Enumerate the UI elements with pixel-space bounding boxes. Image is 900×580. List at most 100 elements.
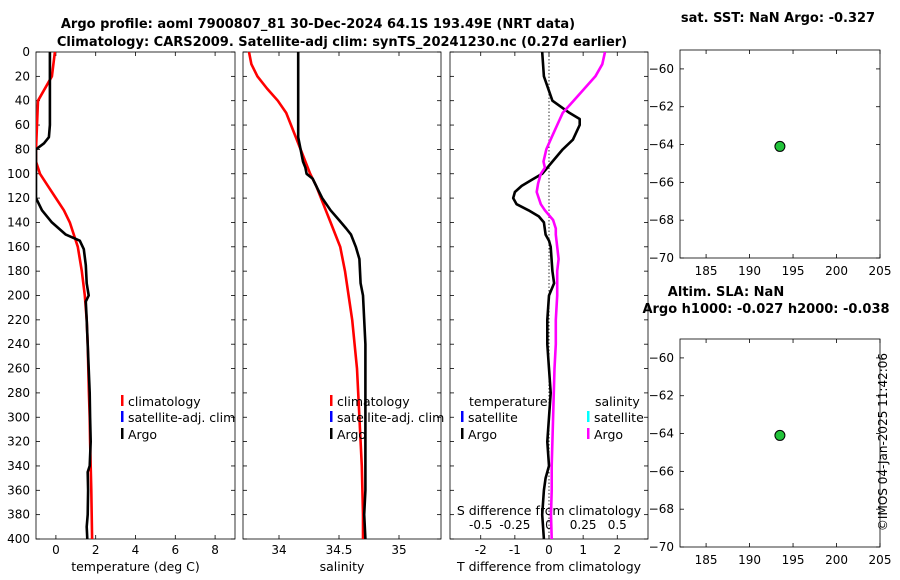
y-tick-label: 220	[7, 313, 30, 327]
map-x-tick-label: 195	[782, 553, 805, 567]
x2-tick-label: -0.5	[469, 518, 492, 532]
legend-salinity-satellite-swatch	[587, 411, 590, 422]
float-location-marker	[774, 429, 786, 441]
y-tick-label: 40	[15, 94, 30, 108]
map-x-tick-label: 190	[738, 553, 761, 567]
map-sla-title-line2: Argo h1000: -0.027 h2000: -0.038	[642, 302, 889, 317]
map-frame	[679, 49, 881, 259]
series-line-climatology	[36, 52, 94, 539]
legend-salinity-satellite: satellite	[594, 410, 644, 425]
panel-temperature: 0204060801001201401601802002202402602803…	[7, 45, 236, 574]
legend-satellite-adj-clim-swatch	[121, 411, 124, 422]
legend-satellite-adj-clim: satellite-adj. clim	[337, 410, 444, 425]
x2-tick-label: 0.25	[570, 518, 597, 532]
map-x-tick-label: 205	[869, 553, 892, 567]
x2-tick-label: 0	[545, 518, 553, 532]
legend-temperature-argo: Argo	[468, 427, 497, 442]
y-tick-label: 380	[7, 508, 30, 522]
map-y-tick-label: −68	[649, 213, 674, 227]
x-tick-label: 0	[52, 543, 60, 557]
y-tick-label: 400	[7, 532, 30, 546]
legend-argo-swatch	[121, 428, 124, 439]
y-tick-label: 100	[7, 167, 30, 181]
x-tick-label: -1	[509, 543, 521, 557]
map-y-tick-label: −64	[649, 427, 674, 441]
legend-salinity-argo: Argo	[594, 427, 623, 442]
x-axis-label: salinity	[320, 559, 365, 574]
x-tick-label: 0	[545, 543, 553, 557]
map-x-tick-label: 200	[825, 264, 848, 278]
series-line-argo	[36, 52, 92, 539]
x-tick-label: 2	[92, 543, 100, 557]
map-x-tick-label: 205	[869, 264, 892, 278]
y-tick-label: 200	[7, 289, 30, 303]
legend-argo: Argo	[337, 427, 366, 442]
y-tick-label: 360	[7, 483, 30, 497]
legend-satellite-adj-clim: satellite-adj. clim	[128, 410, 235, 425]
map-y-tick-label: −70	[649, 251, 674, 265]
x-axis-label: T difference from climatology	[456, 559, 642, 574]
map-frame	[679, 338, 881, 548]
map-x-tick-label: 190	[738, 264, 761, 278]
map-y-tick-label: −68	[649, 502, 674, 516]
x2-tick-label: -0.25	[499, 518, 530, 532]
y-tick-label: 260	[7, 362, 30, 376]
legend-climatology-swatch	[330, 395, 333, 406]
series-line-s-argo-clim	[535, 52, 607, 539]
x-axis-label: temperature (deg C)	[71, 559, 200, 574]
y-tick-label: 280	[7, 386, 30, 400]
x-tick-label: -2	[475, 543, 487, 557]
map-sla-title-line1: Altim. SLA: NaN	[668, 285, 784, 300]
legend-salinity-argo-swatch	[587, 428, 590, 439]
map-y-tick-label: −70	[649, 540, 674, 554]
series-line-climatology	[247, 52, 365, 539]
legend-climatology: climatology	[128, 394, 201, 409]
legend-salinity-title: salinity	[595, 394, 640, 409]
x-tick-label: 34.5	[326, 543, 353, 557]
y-tick-label: 0	[22, 45, 30, 59]
x-tick-label: 8	[211, 543, 219, 557]
y-tick-label: 160	[7, 240, 30, 254]
map-y-tick-label: −60	[649, 351, 674, 365]
float-location-marker	[774, 140, 786, 152]
panel-map_sla: −60 −62 −64 −66 −68 −70 185 190 195 200 205	[649, 338, 892, 567]
y-tick-label: 60	[15, 118, 30, 132]
map-y-tick-label: −66	[649, 464, 674, 478]
y-tick-label: 80	[15, 142, 30, 156]
y-tick-label: 140	[7, 215, 30, 229]
legend-temperature-title: temperature	[469, 394, 548, 409]
panel-salinity: 34 34.5 35 salinity climatologysatellite-adj…	[242, 51, 444, 574]
legend-temperature-argo-swatch	[461, 428, 464, 439]
x-tick-label: 34	[271, 543, 286, 557]
series-line-t-argo-clim	[511, 52, 581, 539]
x2-axis-label: S difference from climatology	[457, 503, 642, 518]
y-tick-label: 240	[7, 337, 30, 351]
map-y-tick-label: −62	[649, 389, 674, 403]
map-sst-title: sat. SST: NaN Argo: -0.327	[681, 11, 875, 26]
x-tick-label: 35	[391, 543, 406, 557]
y-tick-label: 180	[7, 264, 30, 278]
watermark: ©IMOS 04-Jan-2025 11:42:06	[876, 353, 890, 531]
x2-tick-label: 0.5	[608, 518, 627, 532]
panel-difference: -2 -1 0 1 2 T difference from climatology -0.5…	[449, 51, 649, 574]
legend-climatology: climatology	[337, 394, 410, 409]
figure-title-line1: Argo profile: aoml 7900807_81 30-Dec-202…	[61, 17, 575, 32]
y-tick-label: 300	[7, 410, 30, 424]
map-y-tick-label: −62	[649, 100, 674, 114]
figure-title-line2: Climatology: CARS2009. Satellite-adj cli…	[57, 35, 627, 50]
map-x-tick-label: 200	[825, 553, 848, 567]
legend-temperature-satellite-swatch	[461, 411, 464, 422]
y-tick-label: 20	[15, 69, 30, 83]
x-tick-label: 1	[579, 543, 587, 557]
legend-temperature-satellite: satellite	[468, 410, 518, 425]
y-tick-label: 340	[7, 459, 30, 473]
y-tick-label: 120	[7, 191, 30, 205]
map-x-tick-label: 185	[695, 264, 718, 278]
legend-argo-swatch	[330, 428, 333, 439]
map-y-tick-label: −64	[649, 138, 674, 152]
panel-map_sst: −60 −62 −64 −66 −68 −70 185 190 195 200 205	[649, 49, 892, 278]
series-line-argo	[296, 52, 367, 539]
legend-climatology-swatch	[121, 395, 124, 406]
map-y-tick-label: −66	[649, 175, 674, 189]
